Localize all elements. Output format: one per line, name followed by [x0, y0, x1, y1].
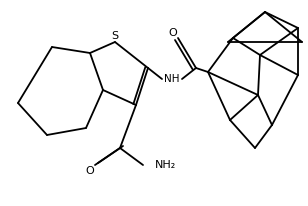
Text: S: S	[111, 31, 119, 41]
Text: NH₂: NH₂	[155, 160, 176, 170]
Text: NH: NH	[164, 74, 180, 84]
Text: O: O	[168, 28, 177, 38]
Text: O: O	[86, 166, 94, 176]
